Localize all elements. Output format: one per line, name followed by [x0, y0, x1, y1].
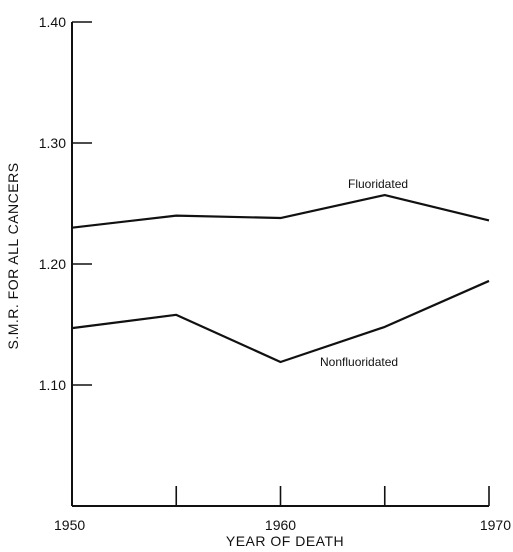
y-axis-title: S.M.R. FOR ALL CANCERS: [5, 162, 21, 349]
series-line-fluoridated: [71, 193, 490, 229]
x-tick-label: 1960: [265, 517, 296, 533]
x-tick-label: 1970: [480, 517, 511, 533]
x-axis-title: YEAR OF DEATH: [226, 533, 344, 549]
y-tick-label: 1.40: [39, 14, 66, 30]
y-tick-label: 1.20: [39, 256, 66, 272]
series-label-nonfluoridated: Nonfluoridated: [320, 355, 398, 369]
series-label-fluoridated: Fluoridated: [348, 177, 408, 191]
y-ticks: 1.10 1.20 1.30 1.40: [39, 14, 92, 393]
series-line-nonfluoridated: [71, 279, 490, 364]
x-ticks: 1950 1960 1970: [54, 486, 511, 533]
y-tick-label: 1.10: [39, 377, 66, 393]
y-tick-label: 1.30: [39, 135, 66, 151]
series-group: [71, 193, 490, 364]
x-tick-label: 1950: [54, 517, 85, 533]
axes: [71, 22, 489, 507]
